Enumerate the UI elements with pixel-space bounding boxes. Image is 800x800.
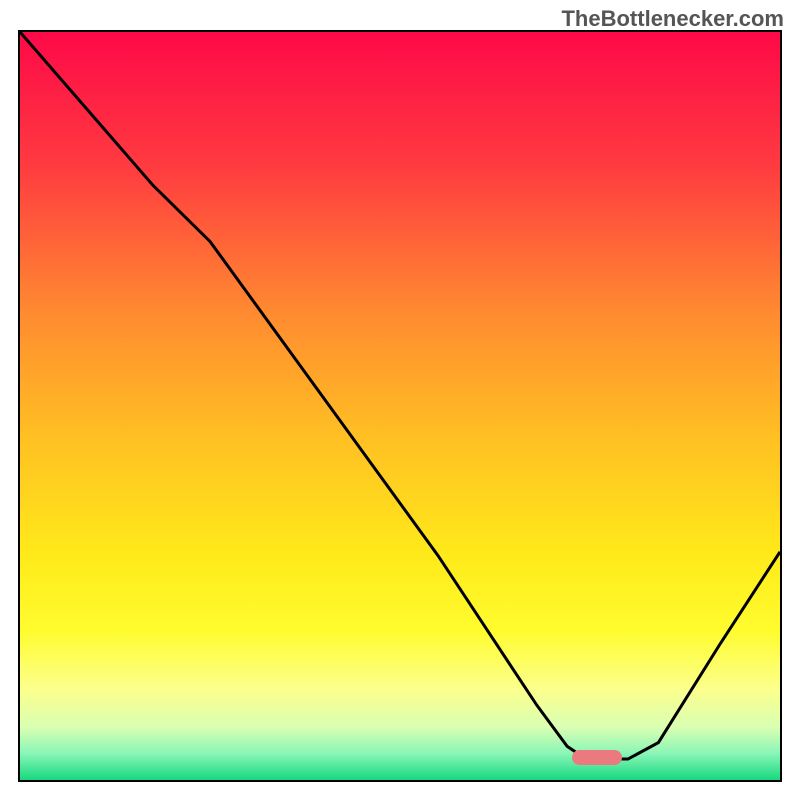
bottleneck-marker (572, 750, 622, 765)
watermark-text: TheBottlenecker.com (561, 6, 784, 32)
bottleneck-curve (20, 32, 780, 780)
chart-frame (18, 30, 782, 782)
